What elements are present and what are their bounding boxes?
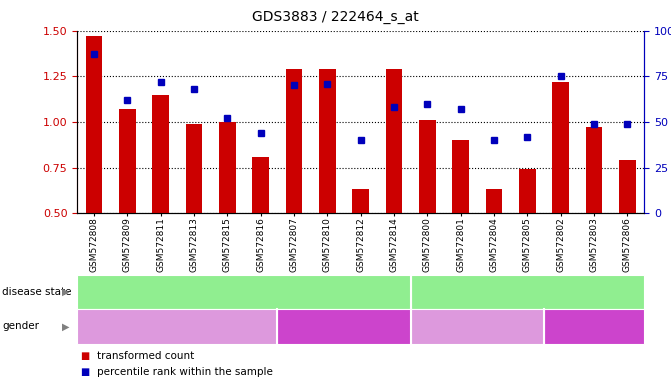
Bar: [619, 160, 636, 213]
Bar: [152, 94, 169, 213]
Text: ■: ■: [81, 351, 90, 361]
Text: female: female: [325, 321, 363, 331]
Bar: [119, 109, 136, 213]
Bar: [452, 140, 469, 213]
Bar: [219, 122, 236, 213]
Text: GDS3883 / 222464_s_at: GDS3883 / 222464_s_at: [252, 10, 419, 23]
Text: female: female: [575, 321, 613, 331]
Bar: [252, 157, 269, 213]
Bar: [286, 69, 303, 213]
Bar: [186, 124, 202, 213]
Bar: [586, 127, 603, 213]
Text: ■: ■: [81, 367, 90, 377]
Bar: [519, 169, 535, 213]
Text: transformed count: transformed count: [97, 351, 195, 361]
Text: type 2 diabetes: type 2 diabetes: [201, 287, 287, 297]
Text: male: male: [464, 321, 491, 331]
Bar: [85, 36, 102, 213]
Text: male: male: [163, 321, 191, 331]
Bar: [352, 189, 369, 213]
Text: gender: gender: [2, 321, 39, 331]
Text: ▶: ▶: [62, 287, 70, 297]
Bar: [319, 69, 336, 213]
Text: disease state: disease state: [2, 287, 72, 297]
Bar: [386, 69, 403, 213]
Bar: [419, 120, 435, 213]
Text: ▶: ▶: [62, 321, 70, 331]
Bar: [486, 189, 503, 213]
Bar: [552, 82, 569, 213]
Text: percentile rank within the sample: percentile rank within the sample: [97, 367, 273, 377]
Text: normal glucose tolerance: normal glucose tolerance: [456, 287, 599, 297]
